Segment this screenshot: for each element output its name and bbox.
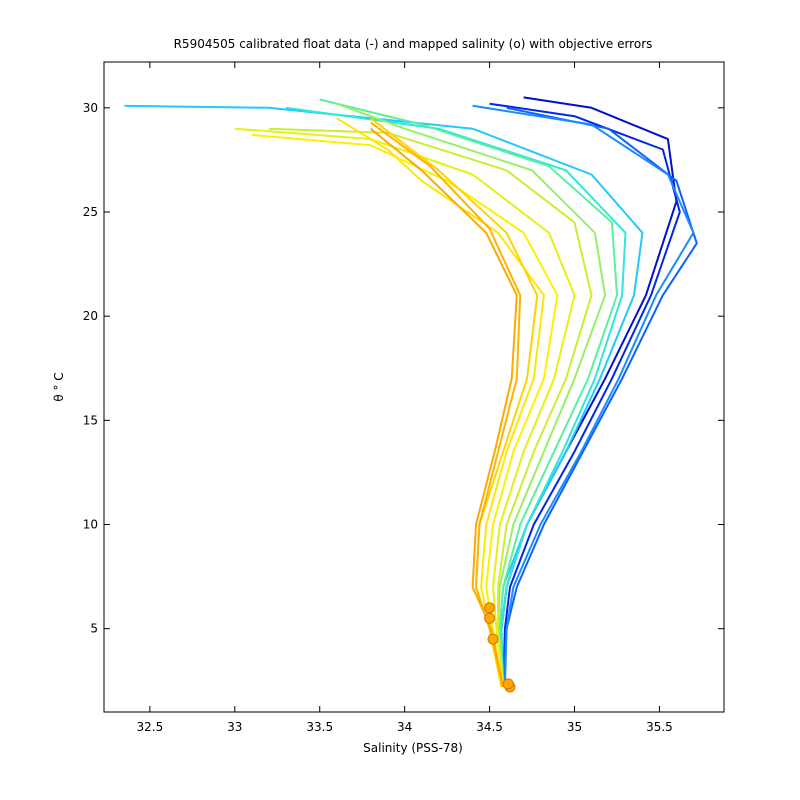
profile-series-7 [319, 98, 618, 688]
profile-series-10 [234, 127, 576, 688]
profile-series-4 [472, 104, 695, 688]
x-tick-label: 33.5 [306, 720, 333, 734]
x-tick-label: 34 [397, 720, 412, 734]
profile-series-11 [251, 133, 559, 688]
y-tick-label: 25 [83, 205, 98, 219]
y-axis-label: θ ° C [52, 372, 66, 401]
series-layer [124, 96, 698, 688]
x-tick-label: 32.5 [137, 720, 164, 734]
x-axis: 32.5 33 33.5 34 34.5 35 35.5 [137, 62, 673, 734]
y-tick-label: 30 [83, 101, 98, 115]
x-tick-label: 35 [567, 720, 582, 734]
mapped-point-4 [484, 612, 496, 624]
y-tick-label: 15 [83, 413, 98, 427]
profile-series-15 [370, 127, 518, 688]
profile-series-3 [502, 106, 698, 688]
plot-background [104, 62, 724, 712]
x-tick-label: 34.5 [476, 720, 503, 734]
mapped-point-2 [502, 678, 514, 690]
profile-series-2 [489, 102, 681, 688]
x-tick-label: 35.5 [646, 720, 673, 734]
x-axis-label: Salinity (PSS-78) [363, 741, 463, 755]
profile-series-8 [336, 102, 607, 688]
profile-series-12 [336, 117, 545, 688]
y-tick-label: 5 [90, 622, 98, 636]
y-tick-label: 10 [83, 518, 98, 532]
y-axis: 5 10 15 20 25 30 [83, 101, 724, 636]
profile-series-6 [285, 106, 627, 688]
plot-frame [103, 61, 725, 713]
mapped-point-3 [487, 633, 499, 645]
profile-series-9 [268, 127, 593, 688]
chart-title: R5904505 calibrated float data (-) and m… [174, 37, 653, 51]
mapped-points-layer [484, 602, 516, 693]
mapped-point-5 [484, 602, 496, 614]
y-tick-label: 20 [83, 309, 98, 323]
x-tick-label: 33 [227, 720, 242, 734]
